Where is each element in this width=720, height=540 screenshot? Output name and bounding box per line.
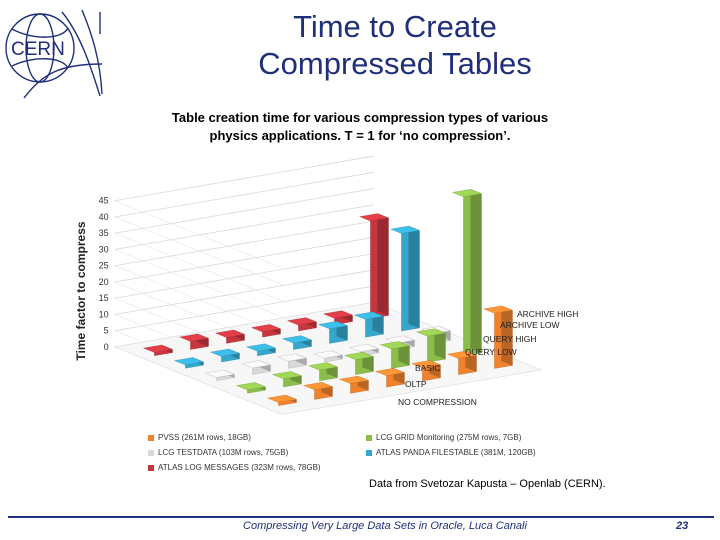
- bar-atlas_panda-2: [246, 343, 276, 357]
- gridline: [114, 188, 374, 234]
- gridline: [114, 253, 374, 299]
- bar-atlas_log-3: [251, 324, 281, 338]
- slide-title-line2: Compressed Tables: [258, 46, 532, 81]
- gridline: [114, 220, 374, 267]
- legend-label-pvss: PVSS (261M rows, 18GB): [158, 433, 251, 442]
- legend-label-atlas-log: ATLAS LOG MESSAGES (323M rows, 78GB): [158, 463, 321, 472]
- bar-lcg_grid-0: [236, 382, 266, 394]
- legend-item-lcg-grid: LCG GRID Monitoring (275M rows, 7GB): [366, 433, 521, 442]
- bar-fvss-3: [375, 368, 405, 388]
- y-tick-label: 10: [99, 309, 109, 319]
- gridline-side: [114, 200, 283, 269]
- bar-lcg_grid-2: [308, 362, 338, 382]
- x-category-label: OLTP: [405, 379, 427, 389]
- bar-atlas_panda-5: [354, 311, 384, 338]
- bar-atlas_log-5: [323, 310, 353, 325]
- legend-swatch-lcg-testdata: [148, 449, 154, 456]
- legend-label-lcg-grid: LCG GRID Monitoring (275M rows, 7GB): [376, 433, 522, 442]
- legend-swatch-atlas-log: [148, 464, 154, 471]
- bar-lcg_testdata-1: [241, 360, 271, 375]
- gridline: [114, 155, 374, 202]
- bar-fvss-1: [303, 382, 333, 400]
- x-category-label: QUERY HIGH: [483, 334, 537, 344]
- page-number: 23: [676, 520, 689, 532]
- bar-fvss-6: [483, 305, 513, 369]
- bar-fvss-5: [447, 350, 477, 375]
- bar-lcg_grid-3: [344, 351, 374, 375]
- gridline: [114, 285, 374, 332]
- bar-atlas_panda-6: [390, 225, 420, 332]
- gridline-side: [114, 216, 283, 285]
- y-tick-label: 15: [99, 293, 109, 303]
- chart-title-line2: physics applications. T = 1 for ‘no comp…: [209, 128, 511, 143]
- y-tick-label: 45: [99, 196, 109, 206]
- bar-atlas_log-0: [143, 344, 173, 356]
- bar-lcg_testdata-3: [313, 350, 343, 363]
- cern-logo-text: CERN: [11, 39, 65, 60]
- bar-atlas_log-4: [287, 317, 317, 332]
- legend-swatch-lcg-grid: [366, 434, 372, 441]
- legend-item-pvss: PVSS (261M rows, 18GB): [148, 433, 251, 442]
- bar-atlas_panda-1: [210, 348, 240, 363]
- bar-atlas_panda-0: [174, 357, 204, 369]
- bar-fvss-2: [339, 375, 369, 394]
- bar-atlas_log-2: [215, 329, 245, 344]
- gridline-side: [114, 232, 283, 301]
- y-tick-label: 35: [99, 228, 109, 238]
- bar-lcg_grid-6: [452, 189, 482, 357]
- bar-lcg_grid-5: [416, 328, 446, 363]
- bar-atlas_log-6: [359, 213, 389, 319]
- legend-label-lcg-testdata: LCG TESTDATA (103M rows, 75GB): [158, 448, 289, 457]
- slide-title-line1: Time to Create: [293, 9, 497, 44]
- legend-item-atlas-panda: ATLAS PANDA FILESTABLE (381M, 120GB): [366, 448, 536, 457]
- slide-title: Time to Create Compressed Tables: [200, 8, 590, 82]
- legend-label-atlas-panda: ATLAS PANDA FILESTABLE (381M, 120GB): [376, 448, 536, 457]
- y-tick-label: 5: [104, 326, 109, 336]
- gridline: [114, 269, 374, 315]
- gridline: [114, 236, 374, 283]
- bar-fvss-0: [267, 394, 297, 406]
- x-category-label: BASIC: [415, 363, 441, 373]
- y-tick-label: 30: [99, 244, 109, 254]
- footer-divider: [8, 516, 714, 518]
- chart-title-line1: Table creation time for various compress…: [171, 110, 549, 125]
- gridline-side: [114, 265, 283, 334]
- gridline-side: [114, 249, 283, 318]
- y-tick-label: 40: [99, 212, 109, 222]
- legend-item-atlas-log: ATLAS LOG MESSAGES (323M rows, 78GB): [148, 463, 321, 472]
- x-category-label: ARCHIVE HIGH: [517, 309, 578, 319]
- bar-lcg_grid-4: [380, 341, 410, 369]
- gridline: [114, 204, 374, 250]
- bar-lcg_testdata-0: [205, 369, 235, 381]
- cern-logo: CERN: [5, 9, 103, 99]
- footer-text: Compressing Very Large Data Sets in Orac…: [243, 520, 527, 532]
- x-category-label: NO COMPRESSION: [398, 397, 477, 407]
- bar-lcg_testdata-2: [277, 353, 307, 369]
- x-category-label: ARCHIVE LOW: [500, 320, 560, 330]
- bar-atlas_log-1: [179, 333, 209, 350]
- legend: PVSS (261M rows, 18GB) LCG GRID Monitori…: [148, 433, 588, 478]
- chart-title: Table creation time for various compress…: [120, 109, 600, 145]
- gridline: [114, 171, 374, 218]
- legend-item-lcg-testdata: LCG TESTDATA (103M rows, 75GB): [148, 448, 288, 457]
- bar-lcg_grid-1: [272, 371, 302, 388]
- y-tick-label: 25: [99, 261, 109, 271]
- data-credit: Data from Svetozar Kapusta – Openlab (CE…: [369, 478, 606, 490]
- y-tick-label: 0: [104, 342, 109, 352]
- legend-swatch-pvss: [148, 434, 154, 441]
- legend-swatch-atlas-panda: [366, 449, 372, 456]
- bar-atlas_panda-3: [282, 335, 312, 350]
- bar-fvss-4: [411, 360, 441, 382]
- x-category-label: QUERY LOW: [465, 347, 517, 357]
- y-tick-label: 20: [99, 277, 109, 287]
- bar-atlas_panda-4: [318, 321, 348, 344]
